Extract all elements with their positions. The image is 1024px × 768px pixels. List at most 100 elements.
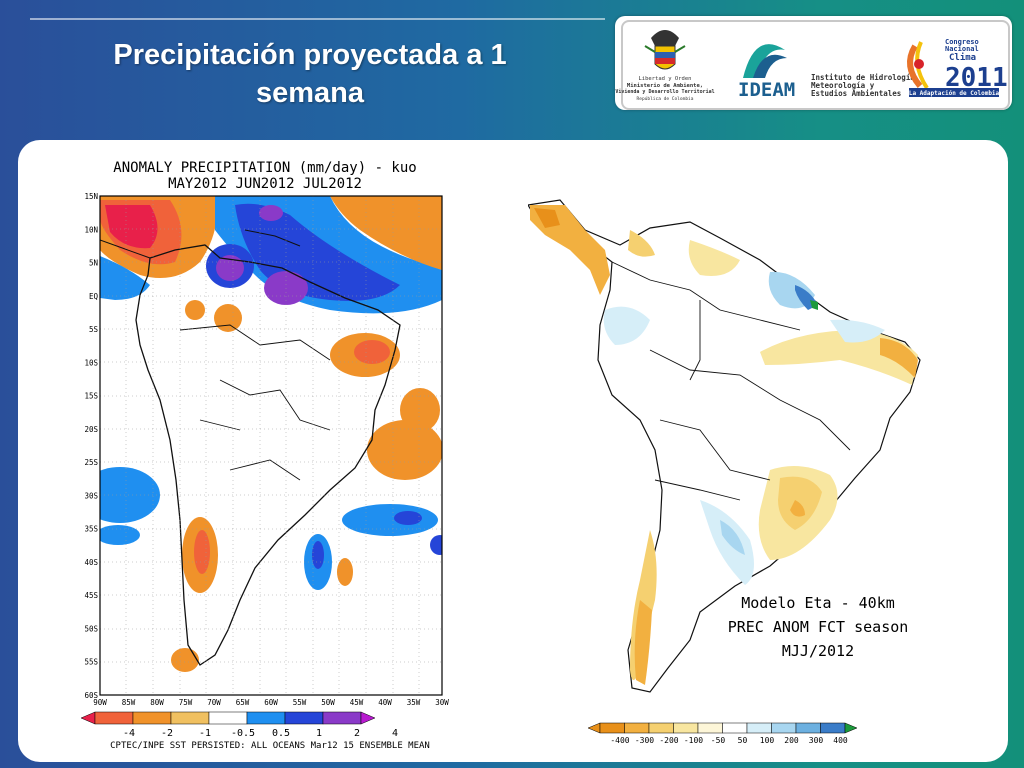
left-map-title2: MAY2012 JUN2012 JUL2012 [168, 176, 362, 192]
right-legend-label: 300 [809, 736, 824, 745]
ideam-logo-icon [743, 44, 787, 78]
right-legend-label: -200 [659, 736, 678, 745]
lat-label: 50S [84, 624, 98, 633]
colombia-text3: Vivienda y Desarrollo Territorial [615, 89, 714, 95]
congreso-text1: Congreso [945, 38, 979, 46]
left-legend-label: 1 [316, 728, 322, 739]
slide-title-line2: semana [255, 77, 364, 109]
ideam-desc2: Meteorología y [811, 81, 875, 90]
lon-label: 80W [150, 698, 164, 707]
right-legend-swatch [697, 722, 723, 734]
lat-label: 60S [84, 691, 98, 700]
right-legend-swatch [820, 722, 846, 734]
left-legend-arrow-right [360, 711, 376, 725]
right-legend-label: -300 [635, 736, 654, 745]
left-lat-labels: 15N 10N 5N EQ 5S 10S 15S 20S 25S 30S 35S 40S 45S 50S 5… [84, 192, 98, 700]
lon-label: 65W [236, 698, 250, 707]
lat-label: EQ [89, 292, 99, 301]
left-legend-label: -4 [123, 728, 135, 739]
left-legend-label: 4 [392, 728, 398, 739]
left-legend-swatch [246, 711, 286, 725]
lat-label: 35S [84, 525, 98, 534]
right-legend-label: 200 [784, 736, 799, 745]
right-legend-swatch [746, 722, 772, 734]
colombia-text2: Ministerio de Ambiente, [627, 83, 703, 89]
left-map-field [100, 196, 442, 695]
right-legend-swatch [771, 722, 797, 734]
ideam-desc3: Estudios Ambientales [811, 89, 901, 98]
left-legend-label: -0.5 [231, 728, 255, 739]
right-legend-swatch [599, 722, 625, 734]
right-map: Modelo Eta - 40km PREC ANOM FCT season M… [528, 199, 921, 745]
left-continent-outline [135, 244, 401, 666]
right-map-field [528, 199, 921, 693]
logo-banner: Libertad y Orden Ministerio de Ambiente,… [615, 16, 1012, 110]
colombia-text1: Libertad y Orden [639, 76, 692, 82]
lon-label: 60W [264, 698, 278, 707]
lat-label: 10S [84, 358, 98, 367]
left-map-frame [99, 195, 443, 696]
lon-label: 40W [378, 698, 392, 707]
right-legend-label: 100 [760, 736, 775, 745]
right-map-caption: Modelo Eta - 40km PREC ANOM FCT season M… [728, 594, 909, 660]
right-legend-arrow-left [587, 722, 601, 734]
right-caption2: PREC ANOM FCT season [728, 618, 909, 636]
lat-label: 30S [84, 491, 98, 500]
ideam-desc1: Instituto de Hidrología, [811, 73, 919, 82]
colombia-text4: República de Colombia [637, 95, 694, 102]
logos-svg: Libertad y Orden Ministerio de Ambiente,… [615, 30, 1008, 102]
lon-label: 75W [179, 698, 193, 707]
congreso-clima-logo-icon [907, 41, 929, 90]
right-legend-swatch [624, 722, 650, 734]
colombia-coat-of-arms-icon [644, 30, 686, 70]
lat-label: 15N [84, 192, 98, 201]
right-legend-label: -400 [610, 736, 629, 745]
lat-label: 45S [84, 591, 98, 600]
left-legend-label: -1 [199, 728, 211, 739]
right-legend-label: -100 [684, 736, 703, 745]
left-legend-swatch [284, 711, 324, 725]
lon-label: 85W [122, 698, 136, 707]
lat-label: 15S [84, 392, 98, 401]
congreso-text2: Nacional [945, 45, 979, 53]
left-map: ANOMALY PRECIPITATION (mm/day) - kuo MAY… [80, 160, 449, 751]
lon-label: 35W [407, 698, 421, 707]
congreso-text3: Clima [949, 52, 976, 63]
right-caption1: Modelo Eta - 40km [741, 594, 895, 612]
ideam-name: IDEAM [738, 79, 795, 101]
lon-label: 90W [93, 698, 107, 707]
title-underline [30, 18, 605, 20]
right-legend-swatch [722, 722, 748, 734]
left-legend-label: -2 [161, 728, 173, 739]
lon-label: 45W [350, 698, 364, 707]
left-legend-swatch [208, 711, 248, 725]
lon-label: 30W [435, 698, 449, 707]
congreso-tag: La Adaptación de Colombia [909, 90, 1000, 97]
right-legend-label: 50 [738, 736, 748, 745]
lat-label: 25S [84, 458, 98, 467]
lat-label: 55S [84, 658, 98, 667]
left-lon-labels: 90W 85W 80W 75W 70W 65W 60W 55W 50W 45W 40W 35W 30W [93, 698, 449, 707]
left-legend-swatch [322, 711, 362, 725]
left-legend-swatch [170, 711, 210, 725]
right-legend-swatch [795, 722, 821, 734]
lat-label: 40S [84, 558, 98, 567]
right-legend-swatch [673, 722, 699, 734]
congreso-tag-bar [909, 88, 999, 97]
lat-label: 5S [89, 325, 99, 334]
lat-label: 10N [84, 225, 98, 234]
right-legend: -400 -300 -200 -100 -50 50 100 200 300 400 [587, 722, 858, 745]
right-caption3: MJJ/2012 [782, 642, 854, 660]
left-legend: -4 -2 -1 -0.5 0.5 1 2 4 [80, 711, 398, 739]
lat-label: 20S [84, 425, 98, 434]
logo-banner-border [621, 20, 1010, 110]
right-legend-label: -50 [711, 736, 726, 745]
right-legend-label: 400 [833, 736, 848, 745]
left-legend-label: 2 [354, 728, 360, 739]
left-legend-arrow-left [80, 711, 96, 725]
left-map-footer: CPTEC/INPE SST PERSISTED: ALL OCEANS Mar… [110, 741, 430, 751]
right-legend-arrow-right [844, 722, 858, 734]
left-legend-swatch [94, 711, 134, 725]
slide-title-line1: Precipitación proyectada a 1 [113, 39, 507, 71]
